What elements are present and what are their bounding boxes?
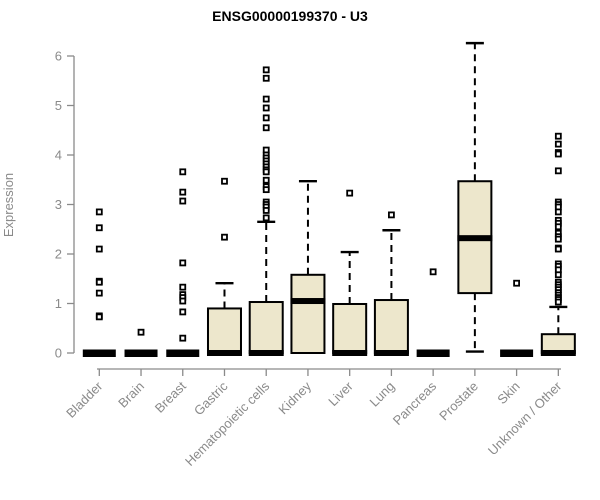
- collapsed-box: [166, 349, 200, 357]
- x-tick-label: Unknown / Other: [485, 378, 565, 458]
- x-tick-label: Lung: [366, 379, 397, 410]
- box: [248, 301, 284, 355]
- outlier-point: [262, 104, 270, 112]
- outlier-point: [137, 328, 145, 336]
- outlier-point: [179, 297, 187, 305]
- y-tick-label: 4: [55, 148, 62, 163]
- outlier-point: [179, 197, 187, 205]
- outlier-point: [262, 66, 270, 74]
- outlier-point: [554, 271, 562, 279]
- outlier-point: [388, 211, 395, 219]
- x-tick-label: Prostate: [436, 379, 481, 424]
- outlier-point: [262, 95, 270, 103]
- outlier-point: [513, 279, 520, 287]
- outlier-point: [262, 214, 270, 222]
- outlier-point: [179, 259, 187, 267]
- outlier-point: [179, 283, 187, 291]
- x-tick-label: Brain: [115, 379, 147, 411]
- median-line: [457, 235, 493, 242]
- outlier-point: [95, 313, 103, 321]
- outlier-point: [95, 224, 103, 232]
- outlier-point: [554, 167, 562, 175]
- collapsed-box: [82, 349, 116, 357]
- outlier-point: [95, 208, 103, 216]
- outlier-point: [95, 245, 103, 253]
- box: [373, 299, 409, 355]
- x-tick-label: Pancreas: [390, 378, 440, 428]
- outlier-point: [554, 223, 562, 231]
- collapsed-box: [124, 349, 158, 357]
- outlier-point: [95, 278, 103, 286]
- outlier-point: [554, 235, 562, 243]
- y-tick-label: 2: [55, 247, 62, 262]
- chart-title: ENSG00000199370 - U3: [212, 8, 368, 24]
- median-line: [206, 350, 242, 356]
- outlier-point: [554, 208, 562, 216]
- outlier-point: [554, 298, 562, 306]
- box: [290, 273, 326, 355]
- outlier-point: [262, 207, 270, 214]
- box: [332, 302, 368, 354]
- y-tick-label: 1: [55, 296, 62, 311]
- outlier-point: [262, 74, 270, 82]
- x-tick-label: Breast: [152, 378, 189, 415]
- outlier-point: [554, 132, 562, 140]
- outlier-point: [179, 334, 187, 342]
- x-tick-label: Kidney: [275, 378, 314, 417]
- y-tick-label: 5: [55, 98, 62, 113]
- median-line: [373, 350, 409, 356]
- median-line: [540, 350, 576, 356]
- outlier-point: [179, 188, 187, 196]
- y-tick-label: 3: [55, 197, 62, 212]
- outlier-point: [429, 268, 437, 276]
- y-tick-label: 6: [55, 49, 62, 64]
- x-tick-label: Gastric: [191, 378, 231, 418]
- outlier-point: [262, 168, 270, 176]
- x-tick-label: Liver: [325, 378, 356, 409]
- x-tick-label: Skin: [494, 379, 522, 407]
- median-line: [332, 350, 368, 356]
- outlier-point: [179, 168, 187, 176]
- outlier-point: [554, 245, 562, 253]
- outlier-point: [221, 177, 228, 185]
- outlier-point: [221, 233, 228, 241]
- collapsed-box: [500, 349, 534, 357]
- outlier-point: [554, 150, 562, 158]
- box: [206, 307, 242, 355]
- outlier-point: [262, 186, 270, 194]
- median-line: [248, 350, 284, 356]
- outlier-point: [554, 140, 562, 148]
- outlier-point: [262, 176, 270, 184]
- x-tick-label: Bladder: [63, 378, 106, 421]
- y-tick-label: 0: [55, 346, 62, 361]
- outlier-point: [262, 124, 270, 132]
- outlier-point: [95, 289, 103, 297]
- outlier-point: [262, 114, 270, 122]
- outlier-point: [179, 308, 187, 316]
- y-axis-label: Expression: [1, 173, 16, 237]
- collapsed-box: [416, 349, 450, 357]
- outlier-point: [346, 189, 354, 197]
- median-line: [290, 298, 326, 305]
